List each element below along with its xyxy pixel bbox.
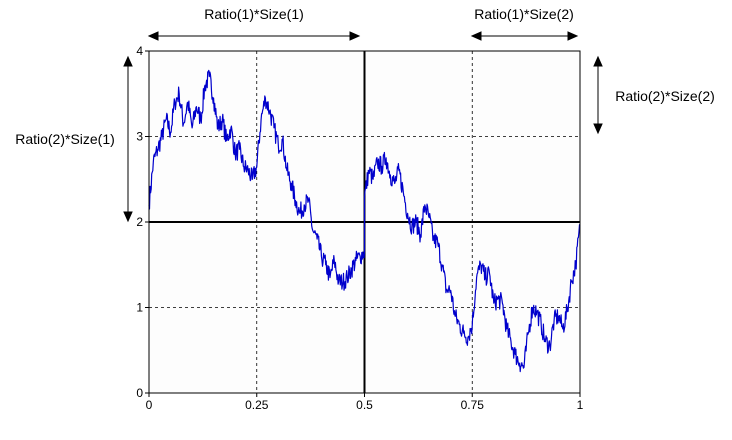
left-arrowhead-up [123,55,133,67]
top-right-ratio-label: Ratio(1)*Size(2) [474,6,574,22]
y-tick-label: 3 [136,130,143,144]
left-arrowhead-down [123,211,133,223]
x-tick-label: 1 [577,398,584,412]
x-tick-label: 0 [146,398,153,412]
series-line [148,69,581,373]
x-tick-label: 0.5 [356,398,373,412]
x-tick-label: 0.25 [245,398,269,412]
annotation-arrows [123,31,603,223]
top-left-arrowhead-right [349,31,361,41]
y-tick-label: 2 [136,215,143,229]
x-tick-label: 0.75 [461,398,485,412]
right-ratio-label: Ratio(2)*Size(2) [615,88,715,104]
top-left-arrowhead-left [147,31,159,41]
axis-ticks: 0 0.25 0.5 0.75 1 0 1 2 3 4 [136,44,583,412]
y-tick-label: 4 [136,44,143,58]
top-right-arrowhead-left [470,31,482,41]
right-arrowhead-down [593,123,603,135]
y-tick-label: 1 [136,301,143,315]
y-tick-label: 0 [136,386,143,400]
left-ratio-label: Ratio(2)*Size(1) [15,131,115,147]
top-left-ratio-label: Ratio(1)*Size(1) [204,6,304,22]
right-arrowhead-up [593,55,603,67]
top-right-arrowhead-right [567,31,579,41]
